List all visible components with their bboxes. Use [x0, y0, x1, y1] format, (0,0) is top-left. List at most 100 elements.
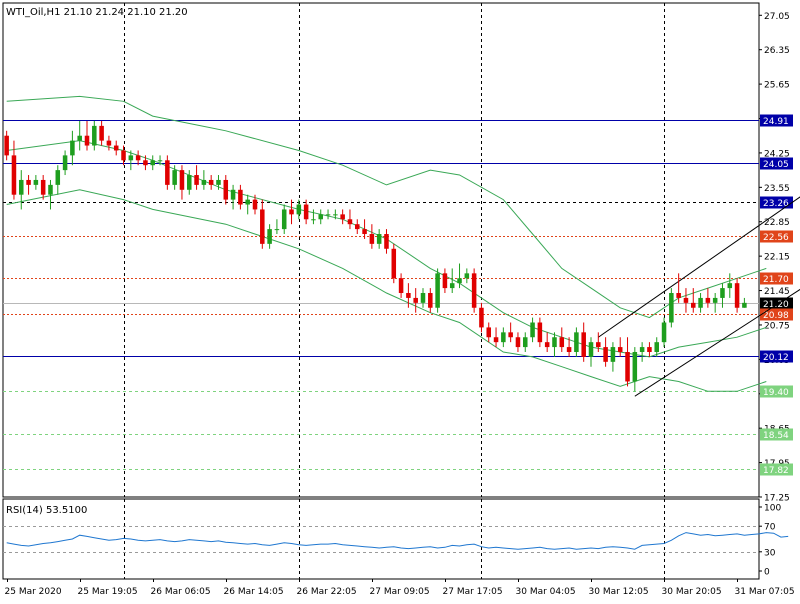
- candle-body: [85, 136, 90, 146]
- candle-body: [545, 342, 550, 347]
- price-tick-label: 26.35: [764, 46, 790, 56]
- time-tick-label: 31 Mar 07:05: [735, 587, 795, 597]
- candle-body: [486, 327, 491, 337]
- candle-body: [340, 214, 345, 219]
- level-label: 17.82: [763, 466, 789, 476]
- candle-body: [479, 308, 484, 328]
- candle-body: [129, 155, 134, 160]
- candle-body: [275, 229, 280, 230]
- candle-body: [413, 298, 418, 303]
- candle-body: [399, 278, 404, 293]
- level-label: 22.56: [763, 233, 789, 243]
- rsi-tick-label: 30: [764, 548, 776, 558]
- candle-body: [48, 185, 53, 195]
- candle-body: [508, 332, 513, 337]
- price-tick-label: 27.05: [764, 12, 790, 22]
- candle-body: [720, 288, 725, 298]
- candle-body: [260, 209, 265, 243]
- candle-body: [516, 337, 521, 347]
- bollinger-upper: [7, 96, 767, 317]
- time-tick-label: 30 Mar 20:05: [662, 587, 722, 597]
- price-tick-label: 23.55: [764, 184, 790, 194]
- candle-body: [333, 214, 338, 215]
- level-label: 18.54: [763, 431, 789, 441]
- time-tick-label: 26 Mar 06:05: [151, 587, 211, 597]
- bollinger-lower: [7, 190, 767, 391]
- candle-body: [158, 160, 163, 161]
- candle-body: [501, 332, 506, 342]
- candle-body: [428, 293, 433, 308]
- candle-body: [443, 273, 448, 288]
- candle-body: [282, 209, 287, 229]
- candle-body: [706, 298, 711, 303]
- candle-body: [216, 180, 221, 185]
- candle-body: [4, 136, 9, 156]
- candle-body: [304, 205, 309, 220]
- candle-body: [311, 219, 316, 220]
- candle-body: [647, 347, 652, 352]
- time-tick-label: 30 Mar 04:05: [516, 587, 576, 597]
- level-label: 20.12: [763, 353, 789, 363]
- candle-body: [77, 136, 82, 141]
- candle-body: [70, 141, 75, 156]
- candle-body: [362, 229, 367, 234]
- candle-body: [56, 170, 61, 185]
- price-tick-label: 22.15: [764, 253, 790, 263]
- candle-body: [494, 337, 499, 342]
- candle-body: [172, 170, 177, 185]
- candle-body: [245, 200, 250, 205]
- candle-body: [406, 293, 411, 298]
- rsi-line: [7, 533, 789, 550]
- time-tick-label: 25 Mar 2020: [5, 587, 62, 597]
- candle-body: [202, 180, 207, 185]
- candle-body: [107, 141, 112, 146]
- candle-body: [224, 180, 229, 200]
- candle-body: [698, 298, 703, 308]
- candle-body: [41, 180, 46, 195]
- candle-body: [99, 126, 104, 141]
- candle-body: [318, 214, 323, 219]
- candle-body: [34, 180, 39, 185]
- candle-body: [114, 146, 119, 151]
- candle-body: [538, 323, 543, 343]
- candle-body: [669, 293, 674, 322]
- candle-body: [253, 200, 258, 210]
- price-tick-label: 17.25: [764, 494, 790, 504]
- candle-body: [728, 283, 733, 288]
- time-tick-label: 25 Mar 19:05: [78, 587, 138, 597]
- rsi-tick-label: 100: [764, 504, 781, 514]
- candle-body: [530, 323, 535, 338]
- candle-body: [662, 323, 667, 343]
- level-label: 24.05: [763, 160, 789, 170]
- candle-body: [392, 249, 397, 278]
- candle-body: [421, 293, 426, 303]
- candle-body: [457, 278, 462, 283]
- time-tick-label: 26 Mar 14:05: [224, 587, 284, 597]
- level-label: 20.98: [763, 311, 789, 321]
- candle-body: [713, 298, 718, 303]
- rsi-frame: [3, 499, 759, 579]
- price-tick-label: 25.65: [764, 81, 790, 91]
- candle-body: [581, 332, 586, 357]
- candle-body: [194, 175, 199, 185]
- candle-body: [691, 303, 696, 308]
- candle-body: [633, 352, 638, 381]
- candle-body: [450, 283, 455, 288]
- candle-body: [435, 273, 440, 307]
- candle-body: [567, 347, 572, 352]
- level-label: 19.40: [763, 388, 789, 398]
- candle-body: [589, 342, 594, 357]
- candle-body: [150, 160, 155, 165]
- candle-body: [136, 155, 141, 160]
- candle-body: [19, 180, 24, 195]
- time-tick-label: 27 Mar 09:05: [370, 587, 430, 597]
- candle-body: [326, 214, 331, 215]
- candle-body: [596, 342, 601, 347]
- candle-body: [180, 170, 185, 190]
- rsi-tick-label: 70: [764, 523, 776, 533]
- candle-body: [121, 150, 126, 160]
- candle-body: [377, 234, 382, 244]
